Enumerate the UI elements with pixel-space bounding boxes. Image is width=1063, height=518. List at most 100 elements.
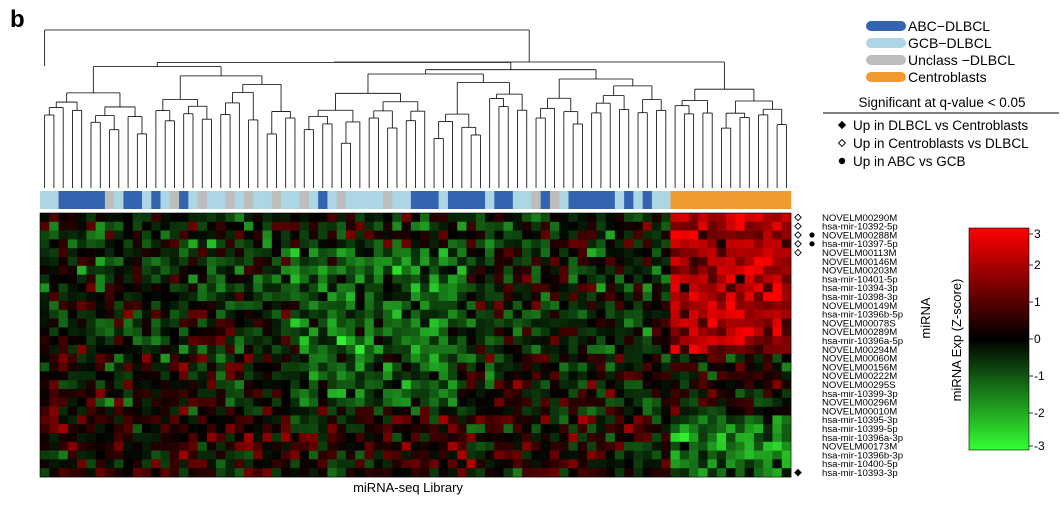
group-cell-62 [614, 191, 625, 209]
cell [364, 353, 375, 363]
cell [475, 433, 486, 443]
cell [77, 389, 87, 399]
cell [633, 309, 643, 319]
cell [744, 345, 755, 355]
cell [438, 389, 449, 399]
group-cell-59 [587, 191, 597, 209]
cell [763, 362, 773, 372]
cell [336, 415, 347, 425]
cell [707, 459, 718, 469]
cell [707, 336, 718, 346]
cell [568, 213, 579, 223]
cell [772, 450, 783, 460]
cell [151, 450, 161, 460]
cell [197, 336, 208, 346]
cell [327, 336, 337, 346]
cell [568, 353, 579, 363]
cell [651, 213, 662, 223]
cell [568, 441, 579, 451]
cell [318, 239, 328, 249]
cell [188, 397, 198, 407]
cell [104, 389, 115, 399]
cell [772, 415, 783, 425]
cell [401, 221, 412, 231]
cell [633, 265, 643, 275]
significance-label: Up in Centroblasts vs DLBCL [853, 136, 1029, 151]
cell [596, 336, 606, 346]
cell [726, 318, 736, 328]
cell [429, 397, 439, 407]
cell [457, 450, 467, 460]
cell [679, 424, 690, 434]
cell [401, 353, 412, 363]
cell [577, 380, 588, 390]
cell [447, 318, 458, 328]
cell [420, 415, 430, 425]
cell [494, 380, 504, 390]
cell [651, 459, 662, 469]
cell [373, 301, 384, 311]
cell [327, 265, 337, 275]
cell [188, 459, 198, 469]
cell [698, 353, 708, 363]
cell [179, 415, 189, 425]
cell [503, 327, 514, 337]
cell [49, 239, 59, 249]
cell [577, 397, 588, 407]
cell [614, 265, 625, 275]
cell [373, 221, 384, 231]
cell [132, 301, 143, 311]
cell [587, 292, 597, 302]
cell [355, 213, 365, 223]
cell [197, 213, 208, 223]
cell [253, 309, 263, 319]
cell [318, 415, 328, 425]
cell [577, 283, 588, 293]
cell [179, 380, 189, 390]
cell [503, 450, 514, 460]
cell [624, 406, 634, 416]
cell [716, 441, 727, 451]
cell [438, 424, 449, 434]
cell [141, 239, 152, 249]
cell [188, 265, 198, 275]
group-cell-80 [781, 191, 792, 209]
cell [383, 230, 393, 240]
cell [494, 336, 504, 346]
row-label: hsa-mir-10399-5p [822, 424, 898, 435]
cell [503, 389, 514, 399]
cell [466, 424, 477, 434]
cell [160, 336, 171, 346]
cell [781, 336, 792, 346]
cell [67, 424, 78, 434]
group-cell-45 [457, 191, 467, 209]
cell [438, 239, 449, 249]
sample-dendrogram [44, 29, 787, 188]
legend-label: Unclass −DLBCL [908, 52, 1015, 68]
cell [355, 424, 365, 434]
cell [336, 265, 347, 275]
cell [568, 327, 579, 337]
group-cell-34 [355, 191, 365, 209]
cell [77, 239, 87, 249]
cell [40, 362, 50, 372]
cell [466, 345, 477, 355]
cell [290, 336, 300, 346]
cell [114, 283, 124, 293]
cell [707, 309, 718, 319]
cell [568, 397, 579, 407]
cell [299, 459, 310, 469]
cell [216, 257, 226, 267]
cell [531, 265, 541, 275]
cell [243, 468, 254, 478]
cell [299, 221, 310, 231]
cell [206, 441, 217, 451]
cell [308, 406, 319, 416]
cell [383, 389, 393, 399]
cell [281, 301, 291, 311]
cell [234, 327, 245, 337]
cell [318, 459, 328, 469]
cell [549, 265, 560, 275]
cell [299, 433, 310, 443]
cell [345, 380, 356, 390]
